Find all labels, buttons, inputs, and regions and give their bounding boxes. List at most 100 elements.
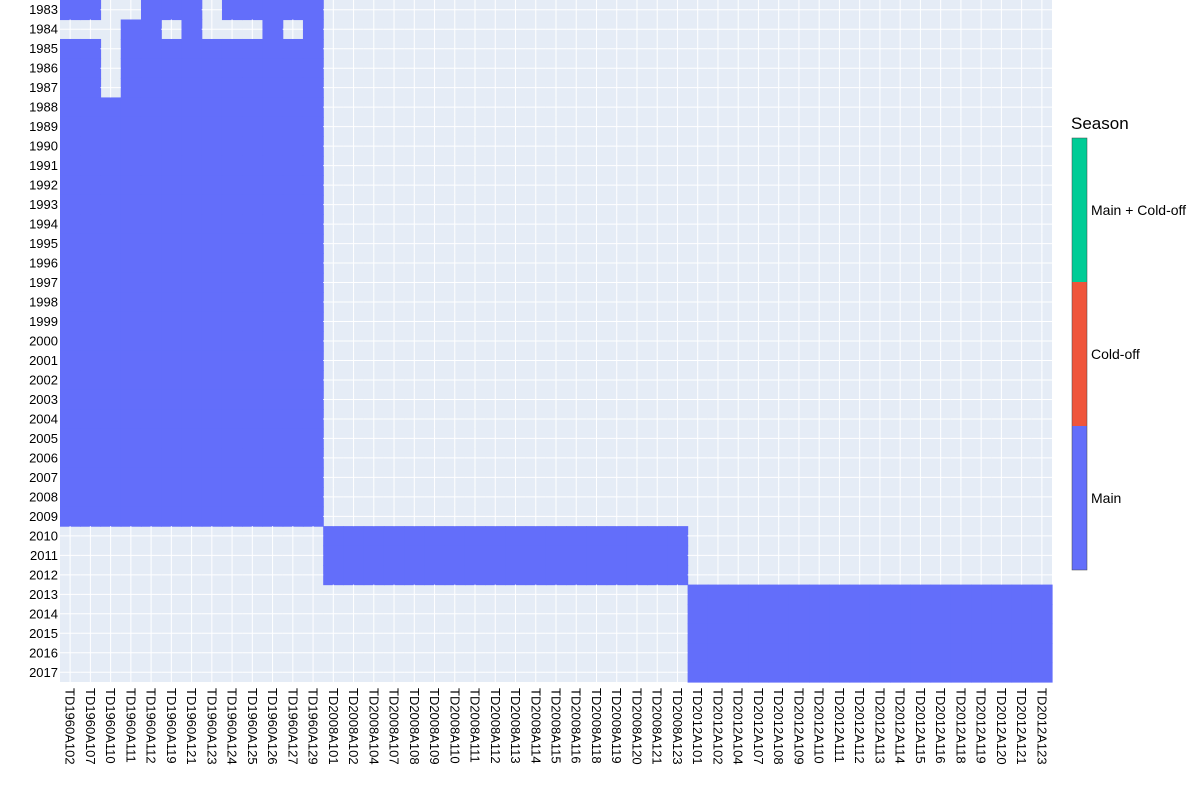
heatmap-cell bbox=[404, 545, 426, 566]
heatmap-cell bbox=[120, 136, 142, 157]
heatmap-cell bbox=[181, 389, 203, 410]
heatmap-cell bbox=[748, 643, 770, 664]
heatmap-cell bbox=[181, 77, 203, 99]
heatmap-cell bbox=[242, 370, 264, 391]
heatmap-cell bbox=[242, 214, 264, 235]
heatmap-cell bbox=[971, 662, 992, 683]
heatmap-cell bbox=[282, 116, 304, 137]
heatmap-cell bbox=[424, 545, 446, 566]
legend-label-main-cold-off: Main + Cold-off bbox=[1091, 202, 1186, 218]
y-tick-label: 2006 bbox=[29, 450, 58, 465]
x-tick-label: TD2012A114 bbox=[893, 688, 908, 764]
heatmap-cell bbox=[100, 487, 122, 508]
heatmap-cell bbox=[869, 623, 891, 644]
heatmap-cell bbox=[809, 604, 830, 625]
heatmap-cell bbox=[80, 38, 102, 60]
heatmap-cell bbox=[647, 545, 668, 566]
heatmap-cell bbox=[991, 623, 1013, 644]
heatmap-cell bbox=[201, 97, 223, 118]
heatmap-cell bbox=[221, 350, 243, 371]
x-tick-label: TD2008A104 bbox=[366, 688, 381, 765]
heatmap-cell bbox=[80, 58, 102, 79]
heatmap-cell bbox=[120, 155, 142, 176]
heatmap-cell bbox=[242, 58, 264, 79]
heatmap-cell bbox=[262, 428, 284, 449]
heatmap-cell bbox=[788, 584, 810, 605]
heatmap-cell bbox=[120, 253, 142, 274]
heatmap-cell bbox=[181, 136, 203, 157]
heatmap-cell bbox=[505, 526, 527, 547]
heatmap-cell bbox=[950, 584, 972, 605]
x-tick-label: TD2012A116 bbox=[933, 688, 948, 764]
heatmap-cell bbox=[788, 643, 810, 664]
y-tick-label: 2003 bbox=[29, 392, 58, 407]
y-tick-label: 2005 bbox=[29, 431, 58, 446]
heatmap-cell bbox=[140, 214, 162, 235]
x-tick-label: TD1960A126 bbox=[265, 688, 280, 765]
heatmap-cell bbox=[788, 604, 810, 625]
heatmap-cell bbox=[201, 175, 223, 196]
x-tick-label: TD2008A109 bbox=[427, 688, 442, 765]
heatmap-cell bbox=[890, 623, 911, 644]
x-tick-label: TD2012A111 bbox=[832, 688, 847, 763]
heatmap-cell bbox=[262, 58, 284, 79]
heatmap-cell bbox=[282, 38, 304, 60]
heatmap-cell bbox=[181, 19, 203, 40]
heatmap-cell bbox=[748, 662, 770, 683]
heatmap-cell bbox=[950, 604, 972, 625]
heatmap-cell bbox=[606, 526, 628, 547]
heatmap-cell bbox=[849, 604, 871, 625]
heatmap-cell bbox=[869, 584, 891, 605]
heatmap-cell bbox=[181, 233, 203, 254]
heatmap-cell bbox=[890, 662, 911, 683]
x-tick-label: TD2008A123 bbox=[670, 688, 685, 765]
heatmap-cell bbox=[505, 545, 527, 566]
heatmap-cell bbox=[262, 175, 284, 196]
heatmap-cell bbox=[242, 38, 264, 60]
heatmap-cell bbox=[120, 38, 142, 60]
heatmap-cell bbox=[60, 370, 81, 391]
heatmap-cell bbox=[302, 409, 324, 430]
heatmap-cell bbox=[201, 77, 223, 99]
y-tick-label: 1998 bbox=[29, 295, 58, 310]
heatmap-cell bbox=[262, 116, 284, 137]
heatmap-cell bbox=[80, 136, 102, 157]
heatmap-cell bbox=[910, 623, 932, 644]
heatmap-cell bbox=[120, 331, 142, 352]
heatmap-cell bbox=[242, 467, 264, 488]
heatmap-cell bbox=[161, 409, 183, 430]
x-axis-ticks: TD1960A102 TD1960A107 TD1960A110 TD1960A111… bbox=[63, 688, 1050, 765]
heatmap-cell bbox=[60, 38, 81, 60]
heatmap-cell bbox=[80, 467, 102, 488]
heatmap-cell bbox=[100, 331, 122, 352]
heatmap-cell bbox=[201, 136, 223, 157]
heatmap-cell bbox=[100, 233, 122, 254]
heatmap-cell bbox=[161, 116, 183, 137]
heatmap-cell bbox=[161, 77, 183, 99]
heatmap-cell bbox=[302, 214, 324, 235]
heatmap-cell bbox=[910, 584, 932, 605]
heatmap-cell bbox=[221, 428, 243, 449]
heatmap-cell bbox=[930, 604, 952, 625]
heatmap-cell bbox=[991, 584, 1013, 605]
heatmap-cell bbox=[221, 38, 243, 60]
heatmap-cell bbox=[464, 565, 486, 586]
x-tick-label: TD2008A114 bbox=[528, 688, 543, 764]
heatmap-cell bbox=[201, 253, 223, 274]
heatmap-cell bbox=[100, 311, 122, 332]
heatmap-cell bbox=[120, 448, 142, 469]
heatmap-cell bbox=[140, 292, 162, 313]
heatmap-cell bbox=[140, 487, 162, 508]
heatmap-cell bbox=[140, 19, 162, 40]
heatmap-cell bbox=[282, 331, 304, 352]
heatmap-cell bbox=[869, 662, 891, 683]
heatmap-cell bbox=[80, 331, 102, 352]
heatmap-cell bbox=[201, 409, 223, 430]
heatmap-cell bbox=[768, 662, 790, 683]
heatmap-cell bbox=[829, 662, 851, 683]
heatmap-cell bbox=[282, 155, 304, 176]
heatmap-cell bbox=[221, 136, 243, 157]
x-tick-label: TD1960A119 bbox=[164, 688, 179, 764]
x-tick-label: TD2008A120 bbox=[629, 688, 644, 765]
heatmap-cell bbox=[140, 331, 162, 352]
